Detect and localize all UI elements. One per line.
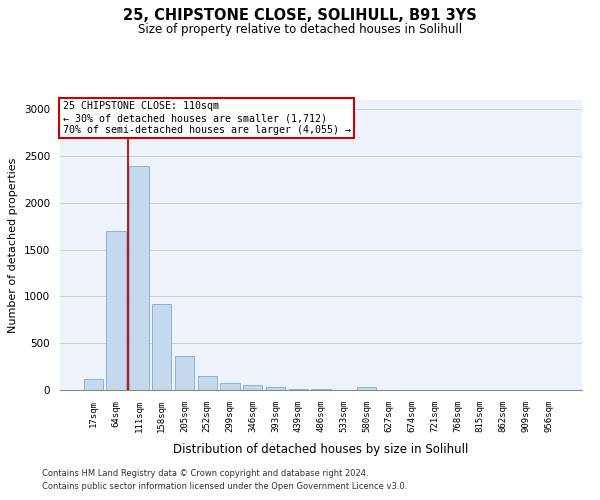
Bar <box>357 387 376 390</box>
Bar <box>84 379 103 390</box>
Text: 25, CHIPSTONE CLOSE, SOLIHULL, B91 3YS: 25, CHIPSTONE CLOSE, SOLIHULL, B91 3YS <box>123 8 477 22</box>
Bar <box>311 389 331 390</box>
Bar <box>129 166 149 390</box>
Bar <box>243 385 262 390</box>
Text: Contains public sector information licensed under the Open Government Licence v3: Contains public sector information licen… <box>42 482 407 491</box>
Bar <box>220 382 239 390</box>
Text: Size of property relative to detached houses in Solihull: Size of property relative to detached ho… <box>138 22 462 36</box>
Text: 25 CHIPSTONE CLOSE: 110sqm
← 30% of detached houses are smaller (1,712)
70% of s: 25 CHIPSTONE CLOSE: 110sqm ← 30% of deta… <box>62 102 350 134</box>
Text: Contains HM Land Registry data © Crown copyright and database right 2024.: Contains HM Land Registry data © Crown c… <box>42 468 368 477</box>
Bar <box>266 386 285 390</box>
Bar <box>289 389 308 390</box>
X-axis label: Distribution of detached houses by size in Solihull: Distribution of detached houses by size … <box>173 443 469 456</box>
Bar <box>197 376 217 390</box>
Y-axis label: Number of detached properties: Number of detached properties <box>8 158 19 332</box>
Bar <box>106 231 126 390</box>
Bar <box>175 356 194 390</box>
Bar <box>152 304 172 390</box>
